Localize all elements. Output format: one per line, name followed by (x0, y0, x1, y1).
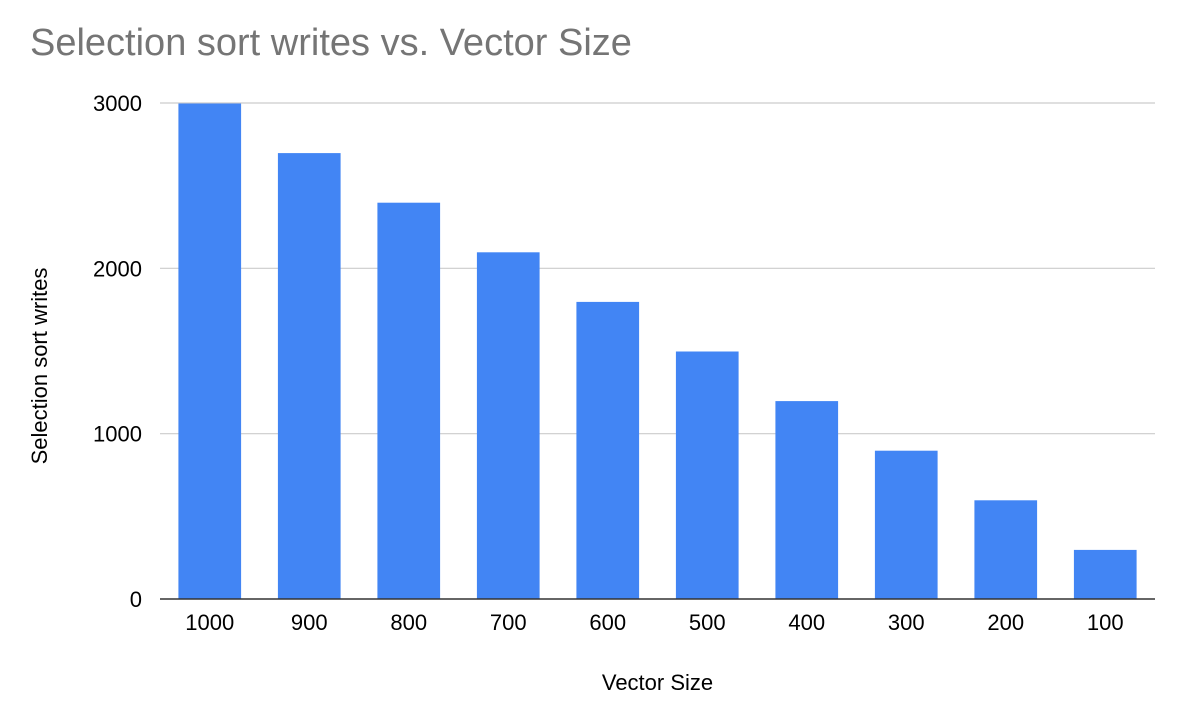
y-tick-label: 3000 (93, 91, 142, 116)
y-tick-label: 2000 (93, 256, 142, 281)
bar-600 (576, 301, 640, 599)
y-tick-label: 0 (130, 587, 142, 612)
x-tick-label: 1000 (185, 610, 234, 635)
bar-200 (974, 500, 1038, 599)
bar-800 (377, 202, 441, 599)
bar-500 (675, 351, 739, 599)
bar-series (178, 103, 1137, 600)
x-tick-label: 500 (689, 610, 726, 635)
x-tick-label: 400 (788, 610, 825, 635)
y-axis-title: Selection sort writes (27, 268, 52, 465)
x-tick-label: 800 (390, 610, 427, 635)
bar-100 (1073, 549, 1137, 599)
x-tick-label: 600 (589, 610, 626, 635)
x-axis-title: Vector Size (602, 670, 713, 695)
bar-300 (874, 450, 938, 599)
x-tick-label: 200 (987, 610, 1024, 635)
bar-1000 (178, 103, 242, 599)
y-tick-label: 1000 (93, 422, 142, 447)
bar-700 (476, 252, 540, 600)
x-tick-label: 900 (291, 610, 328, 635)
bar-900 (277, 153, 341, 599)
chart-title: Selection sort writes vs. Vector Size (30, 22, 632, 64)
x-axis-tick-labels: 1000 900 800 700 600 500 400 300 200 100 (185, 610, 1123, 635)
x-tick-label: 300 (888, 610, 925, 635)
x-tick-label: 100 (1087, 610, 1124, 635)
x-tick-label: 700 (490, 610, 527, 635)
y-axis-tick-labels: 0 1000 2000 3000 (93, 91, 142, 612)
bar-400 (775, 401, 839, 599)
